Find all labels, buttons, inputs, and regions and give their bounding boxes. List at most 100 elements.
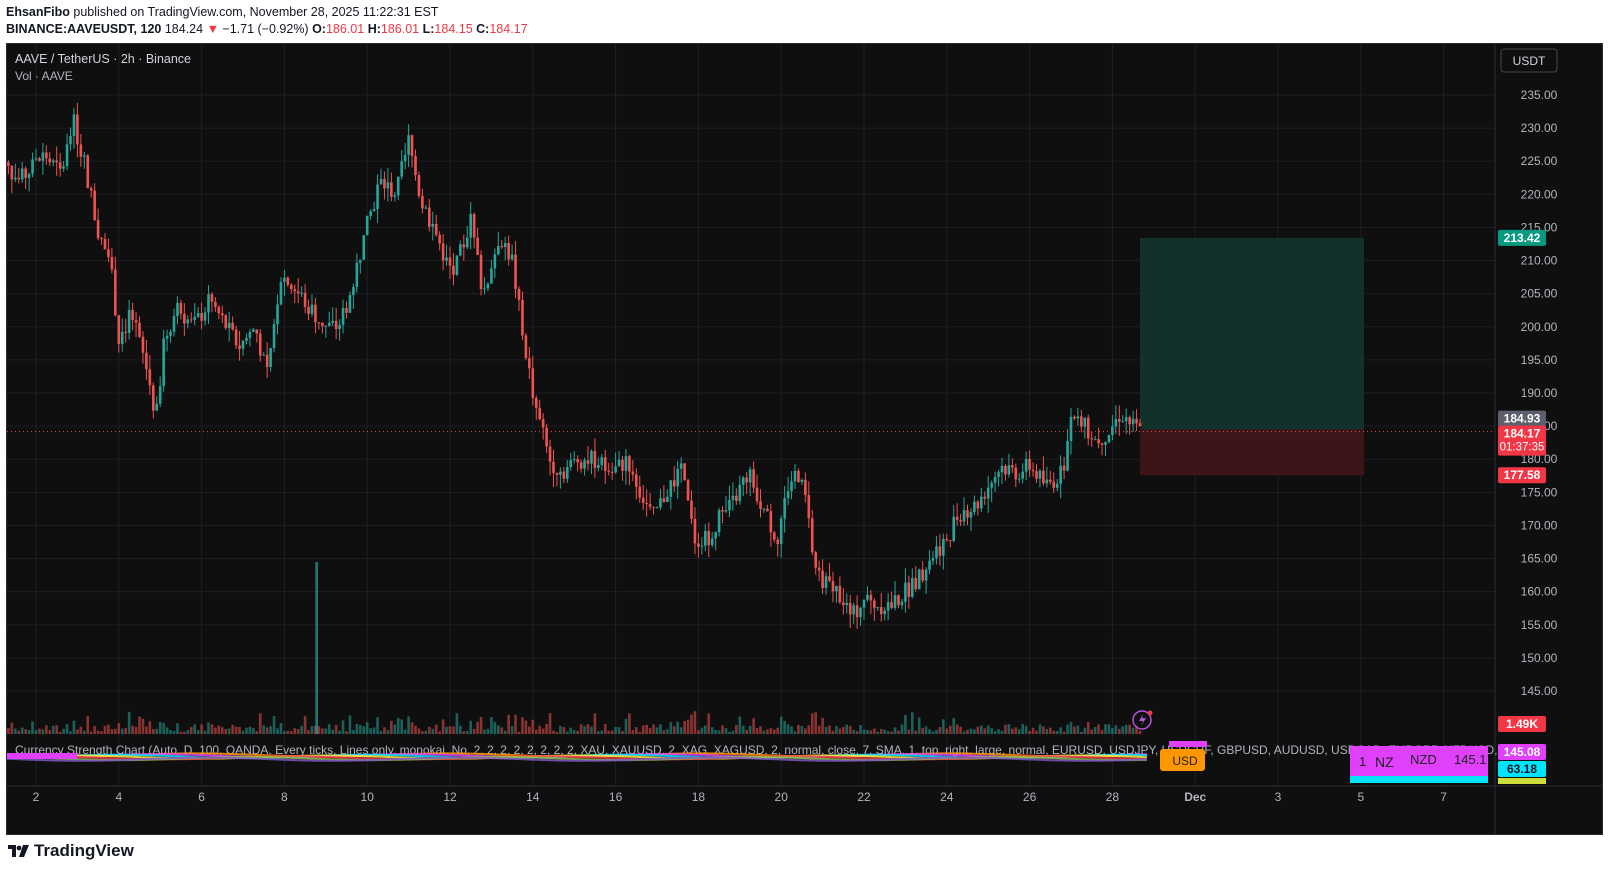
candle-body <box>721 510 724 512</box>
volume-bar <box>252 728 255 734</box>
volume-bar <box>286 730 290 734</box>
volume-bar <box>45 725 48 734</box>
price-tick: 150.00 <box>1521 651 1558 665</box>
volume-bar <box>376 717 379 734</box>
candle-body <box>1031 469 1035 472</box>
candle-body <box>379 178 383 185</box>
volume-bar <box>62 728 65 734</box>
price-tick: 235.00 <box>1521 88 1558 102</box>
candle-body <box>141 336 145 353</box>
candle-body <box>183 313 186 324</box>
volume-bar <box>69 731 72 734</box>
candle-body <box>421 195 424 209</box>
volume-bar <box>666 729 669 734</box>
price-tick: 170.00 <box>1521 518 1558 532</box>
currency-button[interactable]: USDT <box>1500 48 1558 73</box>
volume-bar <box>980 725 983 734</box>
volume-bar <box>866 729 869 734</box>
candle-body <box>1073 416 1076 419</box>
candle-body <box>158 386 162 404</box>
candle-body <box>248 332 252 338</box>
chart-frame[interactable]: Currency Strength Chart (Auto, D, 100, O… <box>6 43 1603 835</box>
candle-body <box>365 215 369 236</box>
volume-bar <box>1042 726 1045 734</box>
volume-bar <box>165 727 169 734</box>
candle-body <box>210 294 214 302</box>
volume-bar <box>221 727 224 734</box>
candle-body <box>524 335 528 359</box>
candle-body <box>338 324 341 330</box>
candle-body <box>448 257 452 266</box>
volume-bar <box>842 727 845 734</box>
time-tick: 10 <box>361 790 375 804</box>
candle-body <box>169 331 172 336</box>
volume-bar <box>1086 721 1090 734</box>
volume-bar <box>27 730 31 734</box>
candle-body <box>645 503 648 505</box>
volume-bar <box>931 731 935 734</box>
candle-body <box>390 182 393 197</box>
volume-bar <box>859 725 862 734</box>
candle-body <box>838 585 842 603</box>
volume-bar <box>110 729 114 734</box>
volume-bar <box>541 728 545 734</box>
candle-body <box>835 585 838 592</box>
candle-body <box>779 518 783 545</box>
volume-bar <box>814 712 817 734</box>
candle-body <box>783 498 786 519</box>
candle-body <box>510 254 514 260</box>
candle-body <box>914 578 918 590</box>
volume-bars <box>7 562 1142 734</box>
candle-body <box>1069 416 1073 442</box>
alert-icon[interactable] <box>1132 710 1153 730</box>
volume-bar <box>141 718 145 734</box>
volume-bar <box>290 731 293 734</box>
volume-bar <box>152 729 155 734</box>
author-name[interactable]: EhsanFibo <box>6 5 70 19</box>
volume-bar <box>545 723 548 734</box>
volume-bar <box>534 729 538 734</box>
currency-label[interactable]: USDT <box>1513 54 1546 68</box>
candle-body <box>48 158 52 163</box>
volume-bar <box>662 730 666 734</box>
volume-bar <box>479 717 483 734</box>
candle-body <box>369 211 372 216</box>
volume-bar <box>1073 726 1076 734</box>
candle-body <box>100 238 103 240</box>
candle-body <box>862 599 866 608</box>
candle-body <box>793 470 797 482</box>
candle-body <box>1052 481 1056 488</box>
candle-body <box>852 605 855 615</box>
candle-body <box>752 469 755 488</box>
volume-bar <box>55 725 58 734</box>
volume-bar <box>183 731 186 734</box>
volume-bar <box>14 728 17 734</box>
candle-body <box>1076 416 1080 419</box>
volume-bar <box>348 715 352 734</box>
brand-name: TradingView <box>34 841 134 860</box>
volume-bar <box>83 730 86 734</box>
candle-body <box>897 595 900 606</box>
candle-body <box>883 610 886 615</box>
candle-body <box>676 468 679 487</box>
candle-body <box>603 457 607 471</box>
candle-body <box>555 472 559 475</box>
volume-bar <box>245 727 248 734</box>
svg-text:NZ: NZ <box>1375 754 1394 770</box>
volume-bar <box>704 725 707 734</box>
volume-bar <box>786 724 790 734</box>
candle-body <box>669 480 673 497</box>
volume-bar <box>51 725 55 734</box>
volume-bar <box>738 716 742 734</box>
candle-body <box>759 501 762 509</box>
price-tick: 160.00 <box>1521 585 1558 599</box>
candle-body <box>300 293 303 295</box>
chart-canvas[interactable]: Currency Strength Chart (Auto, D, 100, O… <box>7 44 1602 834</box>
volume-bar <box>1017 729 1021 734</box>
tradingview-footer[interactable]: TradingView <box>8 841 134 861</box>
time-tick: 2 <box>33 790 40 804</box>
candle-body <box>341 308 345 325</box>
candle-body <box>804 479 807 495</box>
volume-bar <box>207 722 210 734</box>
volume-bar <box>124 728 127 734</box>
